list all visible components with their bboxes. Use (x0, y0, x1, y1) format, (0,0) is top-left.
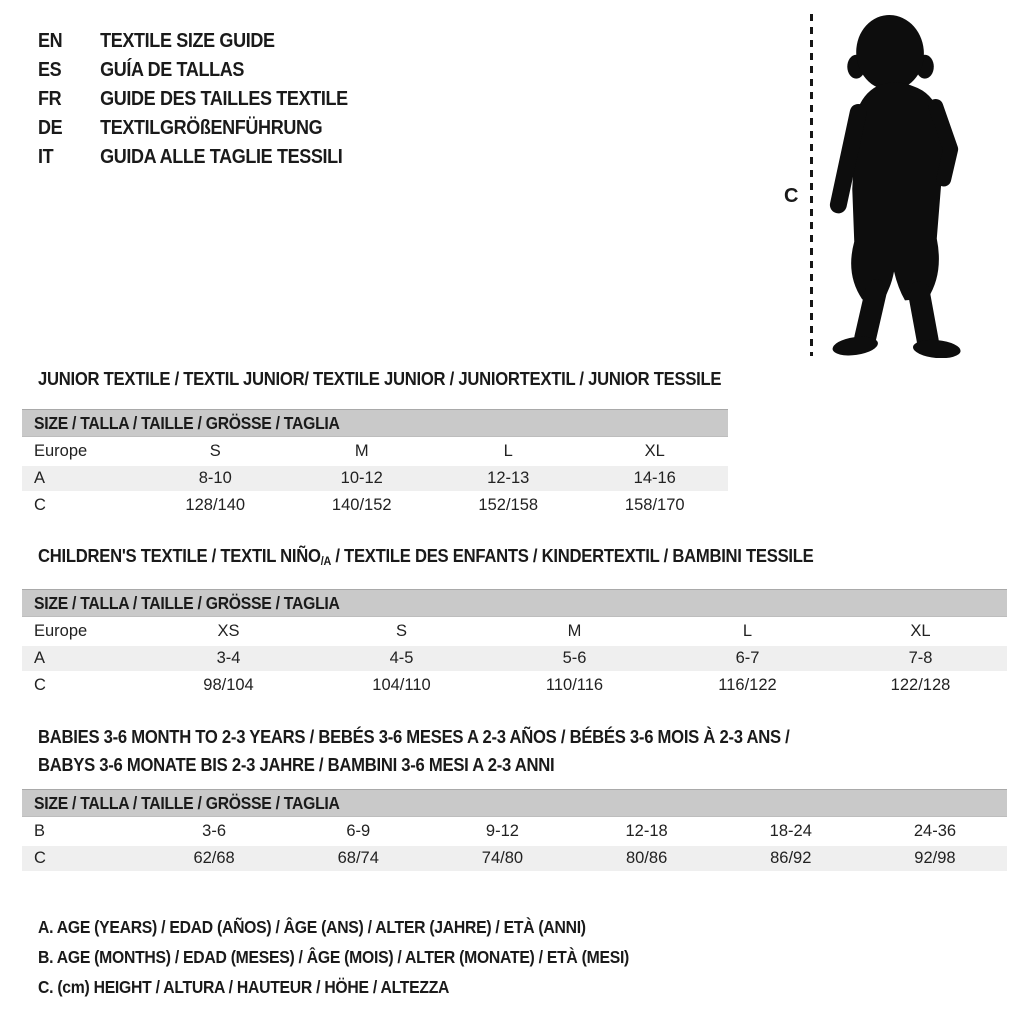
language-row-de: DE TEXTILGRÖßENFÜHRUNG (38, 114, 348, 143)
baby-silhouette-icon (829, 15, 961, 358)
language-title: TEXTILE SIZE GUIDE (100, 30, 275, 52)
language-row-es: ES GUÍA DE TALLAS (38, 56, 348, 85)
children-section-heading: CHILDREN'S TEXTILE / TEXTIL NIÑO/A / TEX… (38, 545, 814, 568)
row-label: A (34, 469, 46, 487)
table-cell: 9-12 (485, 822, 519, 840)
junior-section-heading: JUNIOR TEXTILE / TEXTIL JUNIOR/ TEXTILE … (38, 368, 722, 389)
size-header-bar: SIZE / TALLA / TAILLE / GRÖSSE / TAGLIA (22, 589, 1007, 617)
row-label: Europe (34, 442, 88, 460)
table-cell: S (395, 622, 407, 640)
language-title: GUIDA ALLE TAGLIE TESSILI (100, 146, 343, 168)
table-cell: 140/152 (331, 496, 392, 514)
table-row-height: C 62/68 68/74 74/80 80/86 86/92 92/98 (22, 846, 1007, 871)
table-cell: L (742, 622, 753, 640)
language-title: GUÍA DE TALLAS (100, 59, 245, 81)
table-cell: 6-9 (346, 822, 371, 840)
height-measure-label: C (784, 185, 799, 207)
table-cell: 6-7 (735, 649, 760, 667)
table-row-age-years: A 3-4 4-5 5-6 6-7 7-8 (22, 646, 1007, 671)
size-header-bar: SIZE / TALLA / TAILLE / GRÖSSE / TAGLIA (22, 409, 728, 437)
table-row-age-years: A 8-10 10-12 12-13 14-16 (22, 466, 728, 491)
table-cell: 152/158 (478, 496, 539, 514)
table-cell: 158/170 (624, 496, 685, 514)
table-row-height: C 128/140 140/152 152/158 158/170 (22, 493, 728, 518)
table-cell: XL (910, 622, 931, 640)
table-cell: 62/68 (193, 849, 235, 867)
children-heading-suffix: / TEXTILE DES ENFANTS / KINDERTEXTIL / B… (330, 545, 814, 566)
table-cell: 116/122 (718, 676, 777, 694)
table-cell: 80/86 (625, 849, 668, 867)
table-row-age-months: B 3-6 6-9 9-12 12-18 18-24 24-36 (22, 819, 1007, 844)
table-row-europe: Europe S M L XL (22, 439, 728, 464)
table-cell: 3-4 (216, 649, 241, 667)
language-row-it: IT GUIDA ALLE TAGLIE TESSILI (38, 143, 348, 172)
row-label: Europe (34, 622, 88, 640)
table-cell: M (567, 622, 582, 640)
table-cell: 7-8 (908, 649, 933, 667)
size-header-label: SIZE / TALLA / TAILLE / GRÖSSE / TAGLIA (34, 412, 340, 433)
table-cell: 86/92 (770, 849, 812, 867)
table-cell: 12-13 (487, 469, 530, 487)
row-label: C (34, 849, 46, 867)
children-size-table: SIZE / TALLA / TAILLE / GRÖSSE / TAGLIA … (22, 589, 1007, 698)
legend-text: B. AGE (MONTHS) / EDAD (MESES) / ÂGE (MO… (38, 946, 630, 967)
babies-heading-line2: BABYS 3-6 MONATE BIS 2-3 JAHRE / BAMBINI… (38, 754, 555, 775)
language-title-list: EN TEXTILE SIZE GUIDE ES GUÍA DE TALLAS … (38, 27, 348, 172)
table-cell: 12-18 (625, 822, 668, 840)
table-cell: 110/116 (545, 676, 604, 694)
table-cell: L (503, 442, 513, 460)
language-title: GUIDE DES TAILLES TEXTILE (100, 88, 348, 110)
language-title: TEXTILGRÖßENFÜHRUNG (100, 117, 323, 139)
height-dashed-line (810, 14, 813, 356)
language-code: ES (38, 59, 62, 81)
legend-text: C. (cm) HEIGHT / ALTURA / HAUTEUR / HÖHE… (38, 976, 450, 997)
row-label: C (34, 676, 46, 694)
legend-text: A. AGE (YEARS) / EDAD (AÑOS) / ÂGE (ANS)… (38, 916, 586, 937)
table-cell: 104/110 (372, 676, 431, 694)
table-cell: 14-16 (633, 469, 676, 487)
children-heading-prefix: CHILDREN'S TEXTILE / TEXTIL NIÑO (38, 545, 321, 566)
table-row-height: C 98/104 104/110 110/116 116/122 122/128 (22, 673, 1007, 698)
legend-line-a: A. AGE (YEARS) / EDAD (AÑOS) / ÂGE (ANS)… (38, 912, 695, 942)
language-row-fr: FR GUIDE DES TAILLES TEXTILE (38, 85, 348, 114)
table-cell: 10-12 (340, 469, 383, 487)
table-cell: 4-5 (389, 649, 414, 667)
legend-line-b: B. AGE (MONTHS) / EDAD (MESES) / ÂGE (MO… (38, 942, 695, 972)
table-cell: 68/74 (337, 849, 379, 867)
language-code: FR (38, 88, 62, 110)
size-header-label: SIZE / TALLA / TAILLE / GRÖSSE / TAGLIA (34, 592, 340, 613)
table-row-europe: Europe XS S M L XL (22, 619, 1007, 644)
row-label: A (34, 649, 46, 667)
row-label: B (34, 822, 46, 840)
row-label: C (34, 496, 46, 514)
language-row-en: EN TEXTILE SIZE GUIDE (38, 27, 348, 56)
babies-section-heading: BABIES 3-6 MONTH TO 2-3 YEARS / BEBÉS 3-… (38, 723, 873, 779)
legend-line-c: C. (cm) HEIGHT / ALTURA / HAUTEUR / HÖHE… (38, 972, 695, 1002)
table-cell: M (354, 442, 369, 460)
babies-heading-line1: BABIES 3-6 MONTH TO 2-3 YEARS / BEBÉS 3-… (38, 726, 790, 747)
language-code: EN (38, 30, 63, 52)
table-cell: 128/140 (185, 496, 246, 514)
junior-size-table: SIZE / TALLA / TAILLE / GRÖSSE / TAGLIA … (22, 409, 728, 518)
language-code: IT (38, 146, 54, 168)
table-cell: 122/128 (890, 676, 951, 694)
measurement-legend: A. AGE (YEARS) / EDAD (AÑOS) / ÂGE (ANS)… (38, 912, 695, 1002)
table-cell: 74/80 (481, 849, 524, 867)
table-cell: 3-6 (202, 822, 227, 840)
size-header-label: SIZE / TALLA / TAILLE / GRÖSSE / TAGLIA (34, 792, 340, 813)
table-cell: 92/98 (914, 849, 956, 867)
table-cell: S (209, 442, 221, 460)
language-code: DE (38, 117, 63, 139)
table-cell: 18-24 (769, 822, 812, 840)
table-cell: 98/104 (203, 676, 254, 694)
table-cell: 24-36 (913, 822, 957, 840)
size-header-bar: SIZE / TALLA / TAILLE / GRÖSSE / TAGLIA (22, 789, 1007, 817)
table-cell: 8-10 (198, 469, 232, 487)
table-cell: XL (644, 442, 665, 460)
table-cell: 5-6 (562, 649, 587, 667)
babies-size-table: SIZE / TALLA / TAILLE / GRÖSSE / TAGLIA … (22, 789, 1007, 871)
children-heading-sub: /A (320, 554, 332, 568)
table-cell: XS (217, 622, 240, 640)
